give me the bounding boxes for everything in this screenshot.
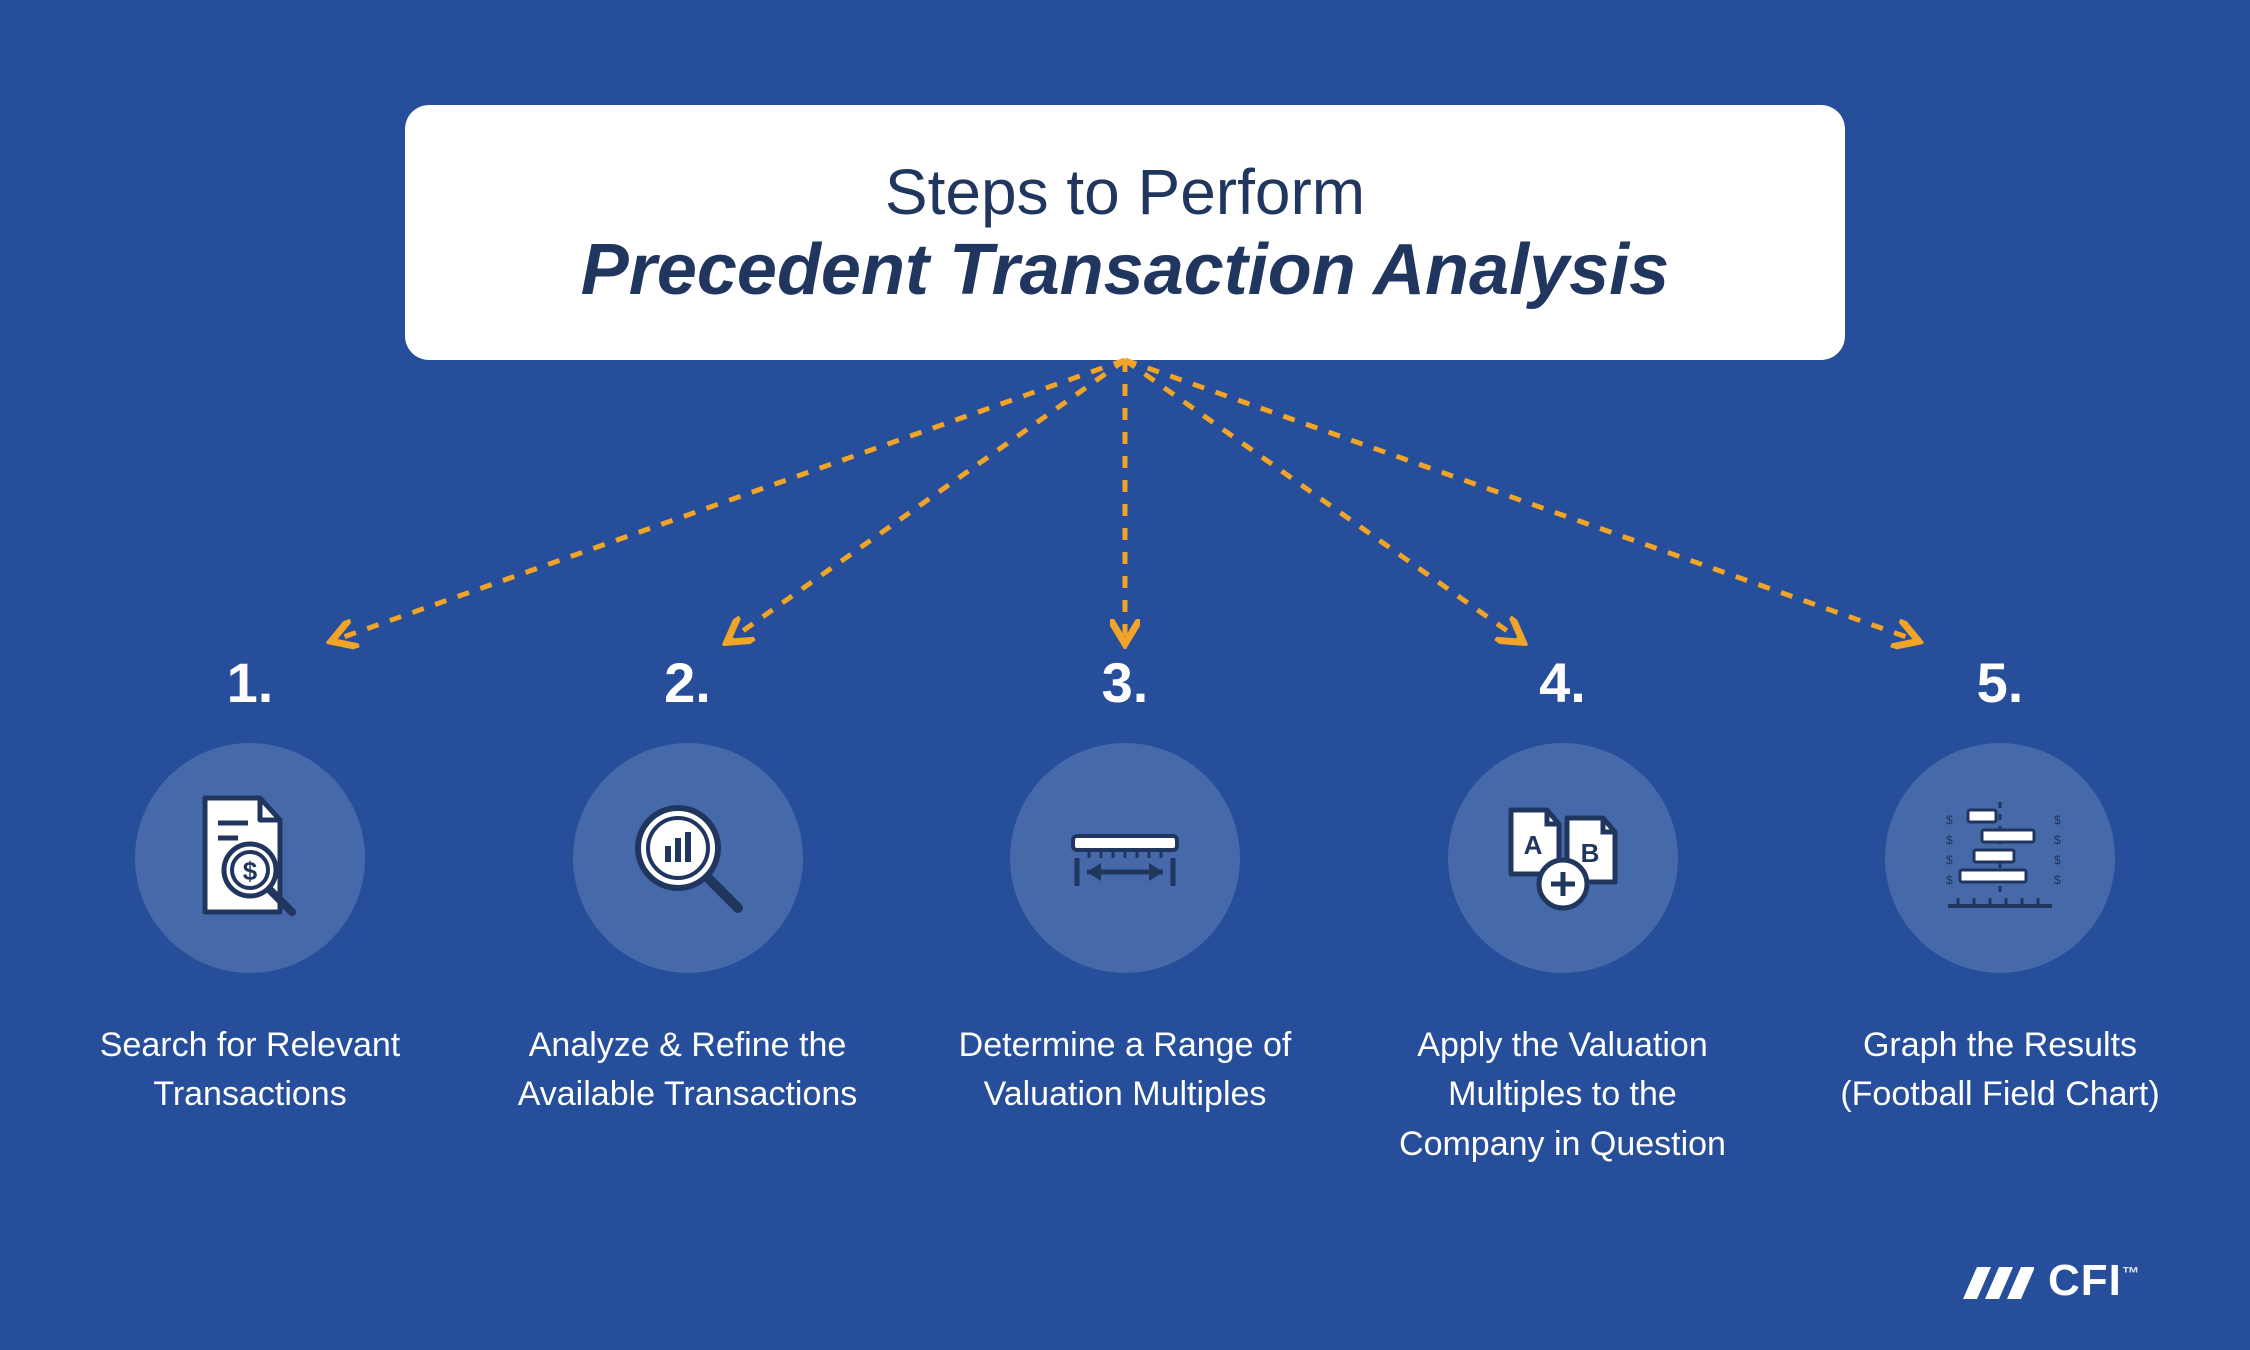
connector-arrow: [335, 360, 1125, 640]
svg-text:$: $: [1946, 813, 1953, 827]
step-number: 4.: [1539, 650, 1586, 715]
brand-logo: CFI™: [1960, 1256, 2140, 1306]
step-number: 3.: [1102, 650, 1149, 715]
step-label: Apply the Valuation Multiples to the Com…: [1383, 1021, 1743, 1169]
step-1: 1. $ Search for Relevant Transactions: [60, 650, 440, 1120]
docs-ab-plus-icon: A B: [1448, 743, 1678, 973]
title-line-1: Steps to Perform: [885, 155, 1365, 229]
connector-arrow: [1125, 360, 1520, 640]
step-label: Analyze & Refine the Available Transacti…: [508, 1021, 868, 1120]
logo-bars-icon: [1960, 1259, 2034, 1303]
step-number: 5.: [1977, 650, 2024, 715]
step-4: 4. A B Apply the Valuation Multiples to …: [1373, 650, 1753, 1169]
svg-text:$: $: [1946, 833, 1953, 847]
step-5: 5. $ $ $ $ $ $ $ $ Graph the Results (Football …: [1810, 650, 2190, 1120]
svg-text:$: $: [243, 856, 258, 886]
step-2: 2. Analyze & Refine the Available Transa…: [498, 650, 878, 1120]
step-number: 1.: [227, 650, 274, 715]
title-card: Steps to Perform Precedent Transaction A…: [405, 105, 1845, 360]
svg-text:B: B: [1580, 838, 1599, 868]
step-number: 2.: [664, 650, 711, 715]
chart-magnify-icon: [573, 743, 803, 973]
steps-row: 1. $ Search for Relevant Transactions2. …: [60, 650, 2190, 1169]
svg-text:$: $: [2054, 853, 2061, 867]
infographic-canvas: Steps to Perform Precedent Transaction A…: [0, 0, 2250, 1350]
connector-arrow: [730, 360, 1125, 640]
svg-text:$: $: [2054, 833, 2061, 847]
svg-text:A: A: [1523, 830, 1542, 860]
step-3: 3. Determine a Range of Valuation Multip…: [935, 650, 1315, 1120]
svg-text:$: $: [2054, 873, 2061, 887]
football-field-icon: $ $ $ $ $ $ $ $: [1885, 743, 2115, 973]
connector-arrow: [1125, 360, 1915, 640]
doc-dollar-magnify-icon: $: [135, 743, 365, 973]
svg-text:$: $: [1946, 853, 1953, 867]
step-label: Determine a Range of Valuation Multiples: [945, 1021, 1305, 1120]
step-label: Graph the Results (Football Field Chart): [1820, 1021, 2180, 1120]
svg-text:$: $: [2054, 813, 2061, 827]
step-label: Search for Relevant Transactions: [70, 1021, 430, 1120]
title-line-2: Precedent Transaction Analysis: [581, 229, 1669, 311]
range-ruler-icon: [1010, 743, 1240, 973]
logo-text: CFI™: [2048, 1256, 2140, 1306]
svg-text:$: $: [1946, 873, 1953, 887]
